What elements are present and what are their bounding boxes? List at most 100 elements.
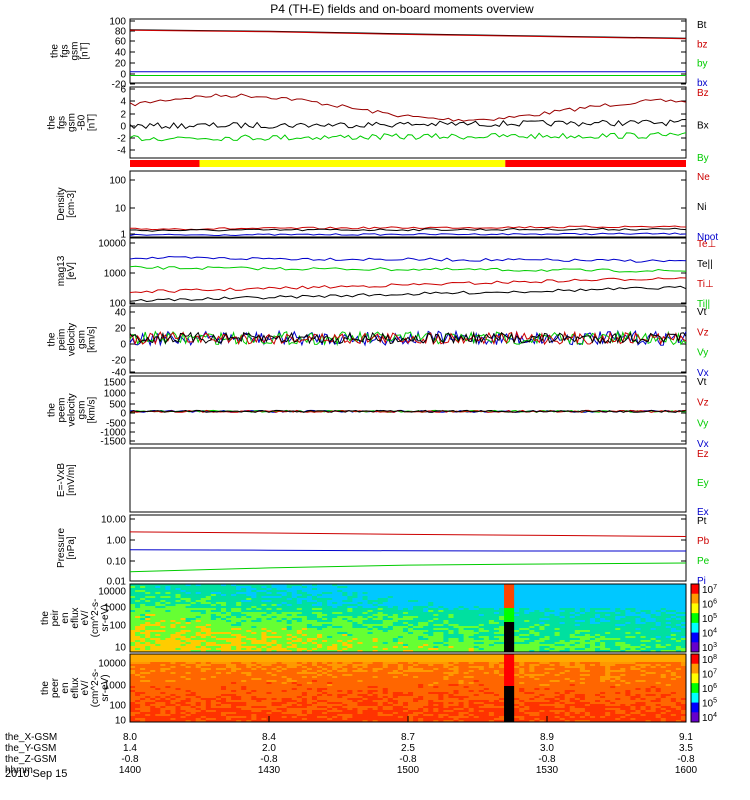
spectrogram-cell	[665, 634, 672, 637]
spectrogram-cell	[286, 658, 293, 661]
spectrogram-cell	[155, 650, 161, 653]
spectrogram-cell	[286, 636, 293, 639]
spectrogram-cell	[473, 586, 480, 589]
spectrogram-cell	[241, 636, 247, 639]
legend-entry: Ey	[697, 478, 709, 489]
spectrogram-cell	[402, 638, 409, 641]
spectrogram-cell	[130, 636, 136, 639]
spectrogram-cell	[433, 642, 439, 645]
spectrogram-cell	[236, 642, 242, 645]
spectrogram-cell	[271, 598, 277, 601]
spectrogram-cell	[145, 622, 151, 625]
spectrogram-cell	[266, 630, 272, 633]
spectrogram-cell	[665, 588, 672, 591]
spectrogram-cell	[306, 646, 313, 649]
spectrogram-cell	[438, 628, 444, 631]
spectrogram-cell	[241, 624, 247, 627]
spectrogram-cell	[554, 648, 561, 651]
spectrogram-cell	[544, 636, 550, 639]
spectrogram-cell	[251, 604, 257, 607]
spectrogram-cell	[165, 630, 171, 633]
spectrogram-cell	[372, 670, 379, 673]
spectrogram-cell	[256, 600, 262, 603]
spectrogram-cell	[281, 592, 288, 595]
spectrogram-cell	[509, 596, 515, 599]
spectrogram-cell	[595, 668, 601, 671]
spectrogram-cell	[443, 602, 449, 605]
spectrogram-cell	[453, 616, 459, 619]
spectrogram-cell	[180, 604, 186, 607]
spectrogram-cell	[640, 602, 646, 605]
spectrogram-cell	[145, 668, 151, 671]
spectrogram-cell	[549, 654, 555, 657]
spectrogram-cell	[584, 598, 591, 601]
spectrogram-cell	[680, 620, 687, 623]
spectrogram-cell	[160, 662, 166, 665]
spectrogram-cell	[488, 636, 495, 639]
spectrogram-cell	[271, 628, 277, 631]
spectrogram-cell	[165, 616, 171, 619]
spectrogram-cell	[352, 602, 358, 605]
spectrogram-cell	[402, 670, 409, 673]
spectrogram-cell	[175, 620, 181, 623]
spectrogram-cell	[155, 606, 161, 609]
spectrogram-cell	[200, 590, 207, 593]
spectrogram-cell	[524, 590, 530, 593]
spectrogram-cell	[569, 640, 576, 643]
spectrogram-cell	[342, 668, 348, 671]
spectrogram-cell	[660, 660, 667, 663]
spectrogram-cell	[493, 664, 500, 667]
spectrogram-cell	[650, 590, 657, 593]
spectrogram-cell	[579, 642, 586, 645]
y-tick-label: 1.00	[107, 536, 127, 547]
spectrogram-cell	[200, 610, 207, 613]
spectrogram-cell	[261, 630, 267, 633]
spectrogram-cell	[620, 644, 626, 647]
spectrogram-cell	[382, 624, 389, 627]
spectrogram-cell	[372, 636, 379, 639]
spectrogram-cell	[564, 594, 571, 597]
spectrogram-cell	[281, 590, 288, 593]
spectrogram-cell	[458, 592, 464, 595]
spectrogram-cell	[175, 584, 181, 587]
spectrogram-cell	[529, 664, 535, 667]
spectrogram-cell	[256, 594, 262, 597]
spectrogram-cell	[504, 590, 510, 593]
spectrogram-cell	[291, 634, 298, 637]
spectrogram-cell	[600, 658, 606, 661]
spectrogram-cell	[266, 624, 272, 627]
spectrogram-cell	[463, 614, 470, 617]
spectrogram-cell	[423, 596, 429, 599]
spectrogram-cell	[301, 630, 308, 633]
spectrogram-cell	[367, 658, 374, 661]
spectrogram-cell	[615, 618, 621, 621]
spectrogram-cell	[675, 600, 682, 603]
spectrogram-cell	[574, 646, 581, 649]
spectrogram-cell	[514, 656, 520, 659]
spectrogram-cell	[180, 616, 186, 619]
spectrogram-cell	[605, 632, 611, 635]
spectrogram-cell	[493, 658, 500, 661]
spectrogram-cell	[327, 600, 333, 603]
spectrogram-cell	[554, 638, 561, 641]
spectrogram-cell	[519, 636, 525, 639]
spectrogram-cell	[468, 630, 475, 633]
spectrogram-cell	[569, 606, 576, 609]
spectrogram-cell	[165, 670, 171, 673]
spectrogram-cell	[478, 650, 485, 653]
spectrogram-cell	[382, 600, 389, 603]
spectrogram-cell	[620, 624, 626, 627]
spectrogram-cell	[286, 620, 293, 623]
spectrogram-cell	[276, 630, 283, 633]
spectrogram-cell	[584, 648, 591, 651]
spectrogram-cell	[569, 662, 576, 665]
spectrogram-cell	[357, 592, 363, 595]
spectrogram-cell	[549, 632, 555, 635]
spectrogram-cell	[569, 584, 576, 587]
spectrogram-cell	[231, 658, 237, 661]
spectrogram-cell	[564, 620, 571, 623]
spectrogram-cell	[357, 664, 363, 667]
spectrogram-cell	[160, 670, 166, 673]
spectrogram-cell	[180, 646, 186, 649]
spectrogram-cell	[509, 614, 515, 617]
